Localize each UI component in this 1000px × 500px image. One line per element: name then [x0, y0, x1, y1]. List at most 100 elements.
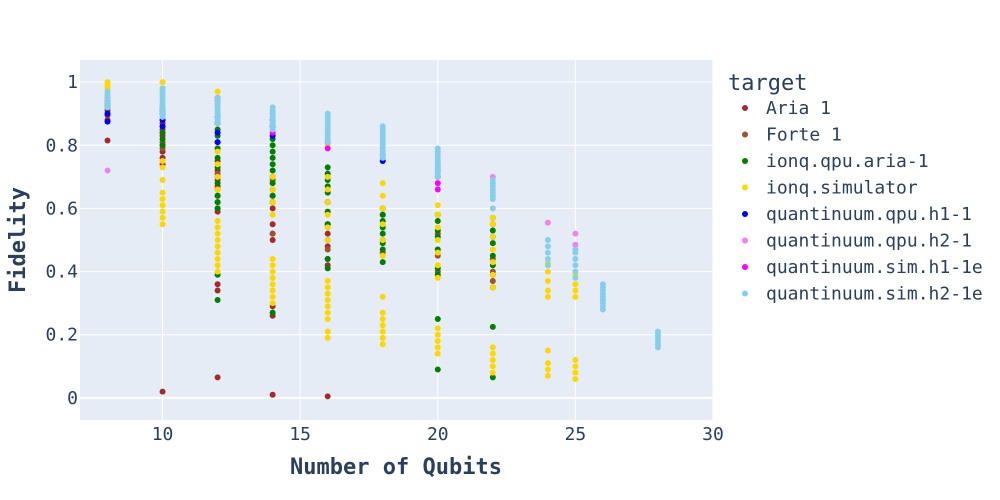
data-point [434, 338, 441, 345]
data-point [544, 262, 551, 269]
data-point [489, 284, 496, 291]
data-point [214, 192, 221, 199]
data-point [379, 221, 386, 228]
legend-item[interactable]: quantinuum.sim.h1-1e [742, 257, 983, 278]
data-point [324, 328, 331, 335]
data-point [434, 315, 441, 322]
data-point [489, 259, 496, 266]
data-point [544, 243, 551, 250]
data-point [214, 161, 221, 168]
data-point [324, 173, 331, 180]
data-point [269, 104, 276, 111]
data-point [214, 255, 221, 262]
data-point [379, 192, 386, 199]
legend-label: quantinuum.sim.h1-1e [766, 257, 983, 278]
data-point [269, 281, 276, 288]
data-point [324, 237, 331, 243]
data-point [324, 246, 331, 253]
data-point [434, 249, 441, 256]
data-point [269, 167, 276, 174]
data-point [544, 347, 551, 354]
data-point [214, 173, 221, 180]
data-point [324, 255, 331, 262]
data-point [269, 287, 276, 294]
legend-marker [742, 211, 748, 217]
data-point [159, 129, 166, 136]
data-point [214, 94, 221, 101]
data-point [572, 262, 579, 269]
x-tick-label: 15 [289, 424, 311, 445]
data-point [434, 237, 441, 243]
data-point [269, 237, 276, 243]
data-point [572, 268, 579, 275]
data-point [159, 158, 166, 165]
data-point [572, 363, 579, 370]
y-tick-label: 0.4 [45, 262, 78, 283]
legend-item[interactable]: Forte 1 [742, 125, 842, 146]
legend-item[interactable]: quantinuum.qpu.h1-1 [742, 204, 972, 225]
data-point [214, 148, 221, 155]
legend-item[interactable]: quantinuum.sim.h2-1e [742, 284, 983, 305]
data-point [572, 357, 579, 363]
data-point [572, 246, 579, 253]
data-point [214, 287, 221, 294]
data-point [269, 148, 276, 155]
data-point [379, 341, 386, 348]
data-point [434, 180, 441, 187]
data-points [104, 79, 661, 400]
y-tick-label: 0.6 [45, 198, 78, 219]
data-point [159, 189, 166, 196]
data-point [324, 303, 331, 310]
data-point [434, 211, 441, 218]
data-point [104, 167, 111, 174]
data-point [379, 309, 386, 316]
legend-label: Aria 1 [766, 98, 831, 119]
data-point [269, 274, 276, 281]
data-point [104, 110, 111, 117]
data-point [269, 255, 276, 262]
data-point [572, 281, 579, 288]
data-point [214, 237, 221, 243]
data-point [214, 186, 221, 193]
data-point [269, 230, 276, 237]
legend-label: Forte 1 [766, 125, 842, 146]
legend-label: quantinuum.qpu.h2-1 [766, 231, 972, 252]
legend-item[interactable]: Aria 1 [742, 98, 831, 119]
data-point [434, 274, 441, 281]
data-point [324, 224, 331, 231]
legend-marker [742, 290, 748, 297]
data-point [159, 214, 166, 221]
data-point [489, 177, 496, 183]
data-point [544, 293, 551, 300]
data-point [159, 388, 166, 395]
data-point [324, 315, 331, 322]
data-point [269, 154, 276, 161]
data-point [324, 110, 331, 117]
data-point [269, 186, 276, 193]
legend-item[interactable]: quantinuum.qpu.h2-1 [742, 231, 972, 252]
data-point [654, 328, 661, 335]
data-point [489, 214, 496, 221]
data-point [489, 363, 496, 370]
data-point [159, 142, 166, 149]
data-point [379, 259, 386, 266]
data-point [159, 123, 166, 130]
data-point [104, 79, 111, 86]
legend-item[interactable]: ionq.qpu.aria-1 [742, 151, 929, 172]
data-point [159, 221, 166, 228]
data-point [379, 237, 386, 243]
data-point [214, 88, 221, 95]
data-point [269, 173, 276, 180]
data-point [489, 221, 496, 228]
data-point [159, 202, 166, 209]
data-point [434, 366, 441, 373]
data-point [572, 255, 579, 262]
data-point [379, 334, 386, 341]
data-point [214, 230, 221, 237]
data-point [214, 205, 221, 212]
legend-item[interactable]: ionq.simulator [742, 178, 918, 199]
x-axis-title: Number of Qubits [290, 455, 502, 480]
data-point [269, 391, 276, 398]
data-point [379, 246, 386, 253]
data-point [489, 374, 496, 381]
